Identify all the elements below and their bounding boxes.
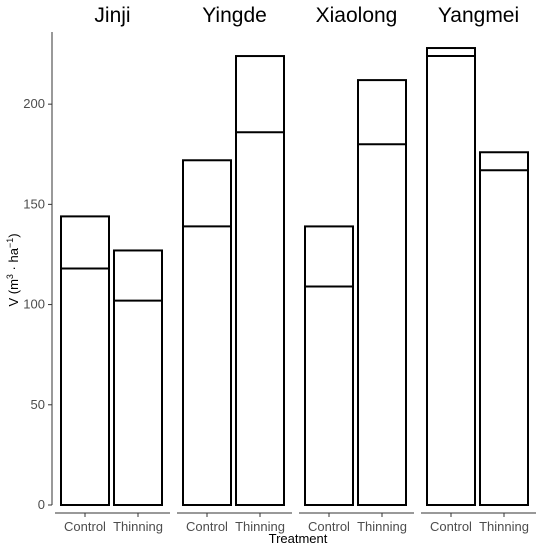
- panel-title-jinji: Jinji: [94, 4, 130, 27]
- bar-yingde-thinning: [235, 55, 285, 507]
- panel-title-yingde: Yingde: [202, 4, 267, 27]
- panel-title-xiaolong: Xiaolong: [316, 4, 398, 27]
- x-tick-label: Thinning: [113, 519, 163, 534]
- y-axis: 0 50 100 150 200: [23, 32, 53, 512]
- y-axis-title-end: ): [6, 233, 21, 237]
- bar-yangmei-control: [426, 47, 476, 506]
- bar-jinji-control: [60, 215, 110, 506]
- bar-yangmei-thinning: [479, 151, 529, 506]
- y-tick-label: 200: [23, 96, 45, 111]
- y-tick-label: 150: [23, 196, 45, 211]
- y-axis-title-mid: · ha: [6, 247, 21, 274]
- panel-titles: Jinji Yingde Xiaolong Yangmei: [94, 4, 519, 27]
- bar-xiaolong-control: [304, 225, 354, 506]
- x-tick-label: Control: [430, 519, 472, 534]
- x-tick-label: Control: [308, 519, 350, 534]
- x-tick-label: Thinning: [479, 519, 529, 534]
- y-axis-title-supneg1: −1: [5, 238, 15, 248]
- x-axis: Control Thinning Control Thinning Control Thi…: [55, 512, 536, 534]
- y-tick-label: 100: [23, 297, 45, 312]
- bar-yingde-control: [182, 159, 232, 506]
- x-tick-label: Thinning: [357, 519, 407, 534]
- bar-xiaolong-thinning: [357, 79, 407, 507]
- y-axis-title: V (m3 · ha−1): [5, 233, 21, 306]
- panel-title-yangmei: Yangmei: [438, 4, 519, 27]
- x-axis-title: Treatment: [269, 531, 328, 546]
- y-tick-label: 50: [31, 397, 45, 412]
- y-tick-label: 0: [38, 497, 45, 512]
- bar-jinji-thinning: [113, 249, 163, 506]
- bars: [60, 47, 529, 507]
- x-tick-label: Control: [64, 519, 106, 534]
- y-axis-title-sup3: 3: [5, 274, 15, 279]
- x-tick-label: Control: [186, 519, 228, 534]
- x-tick-label: Thinning: [235, 519, 285, 534]
- y-axis-title-main: V (m: [6, 279, 21, 306]
